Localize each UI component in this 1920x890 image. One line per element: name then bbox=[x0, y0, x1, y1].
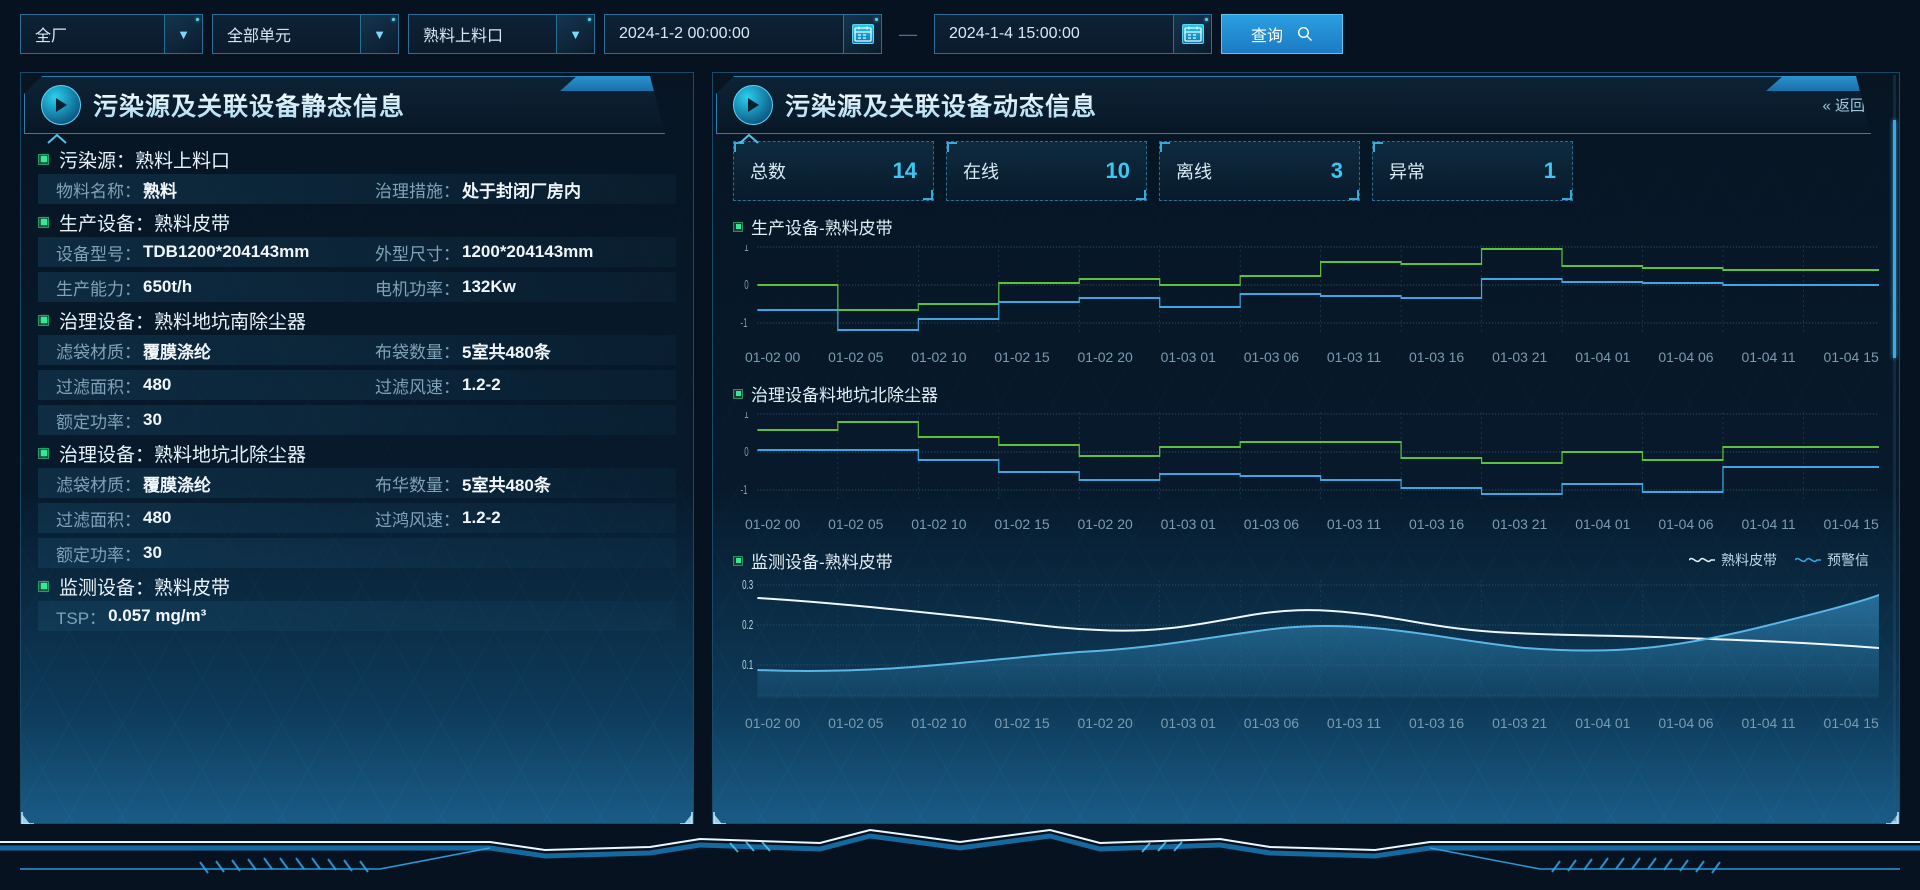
svg-text:1: 1 bbox=[744, 245, 748, 255]
svg-text:-1: -1 bbox=[740, 316, 747, 330]
svg-text:0.1: 0.1 bbox=[742, 658, 753, 672]
svg-text:1: 1 bbox=[744, 412, 748, 422]
svg-text:0: 0 bbox=[744, 278, 748, 292]
svg-text:0: 0 bbox=[744, 445, 748, 459]
svg-text:-1: -1 bbox=[740, 483, 747, 497]
svg-text:0.2: 0.2 bbox=[742, 618, 753, 632]
svg-text:0.3: 0.3 bbox=[742, 580, 753, 593]
